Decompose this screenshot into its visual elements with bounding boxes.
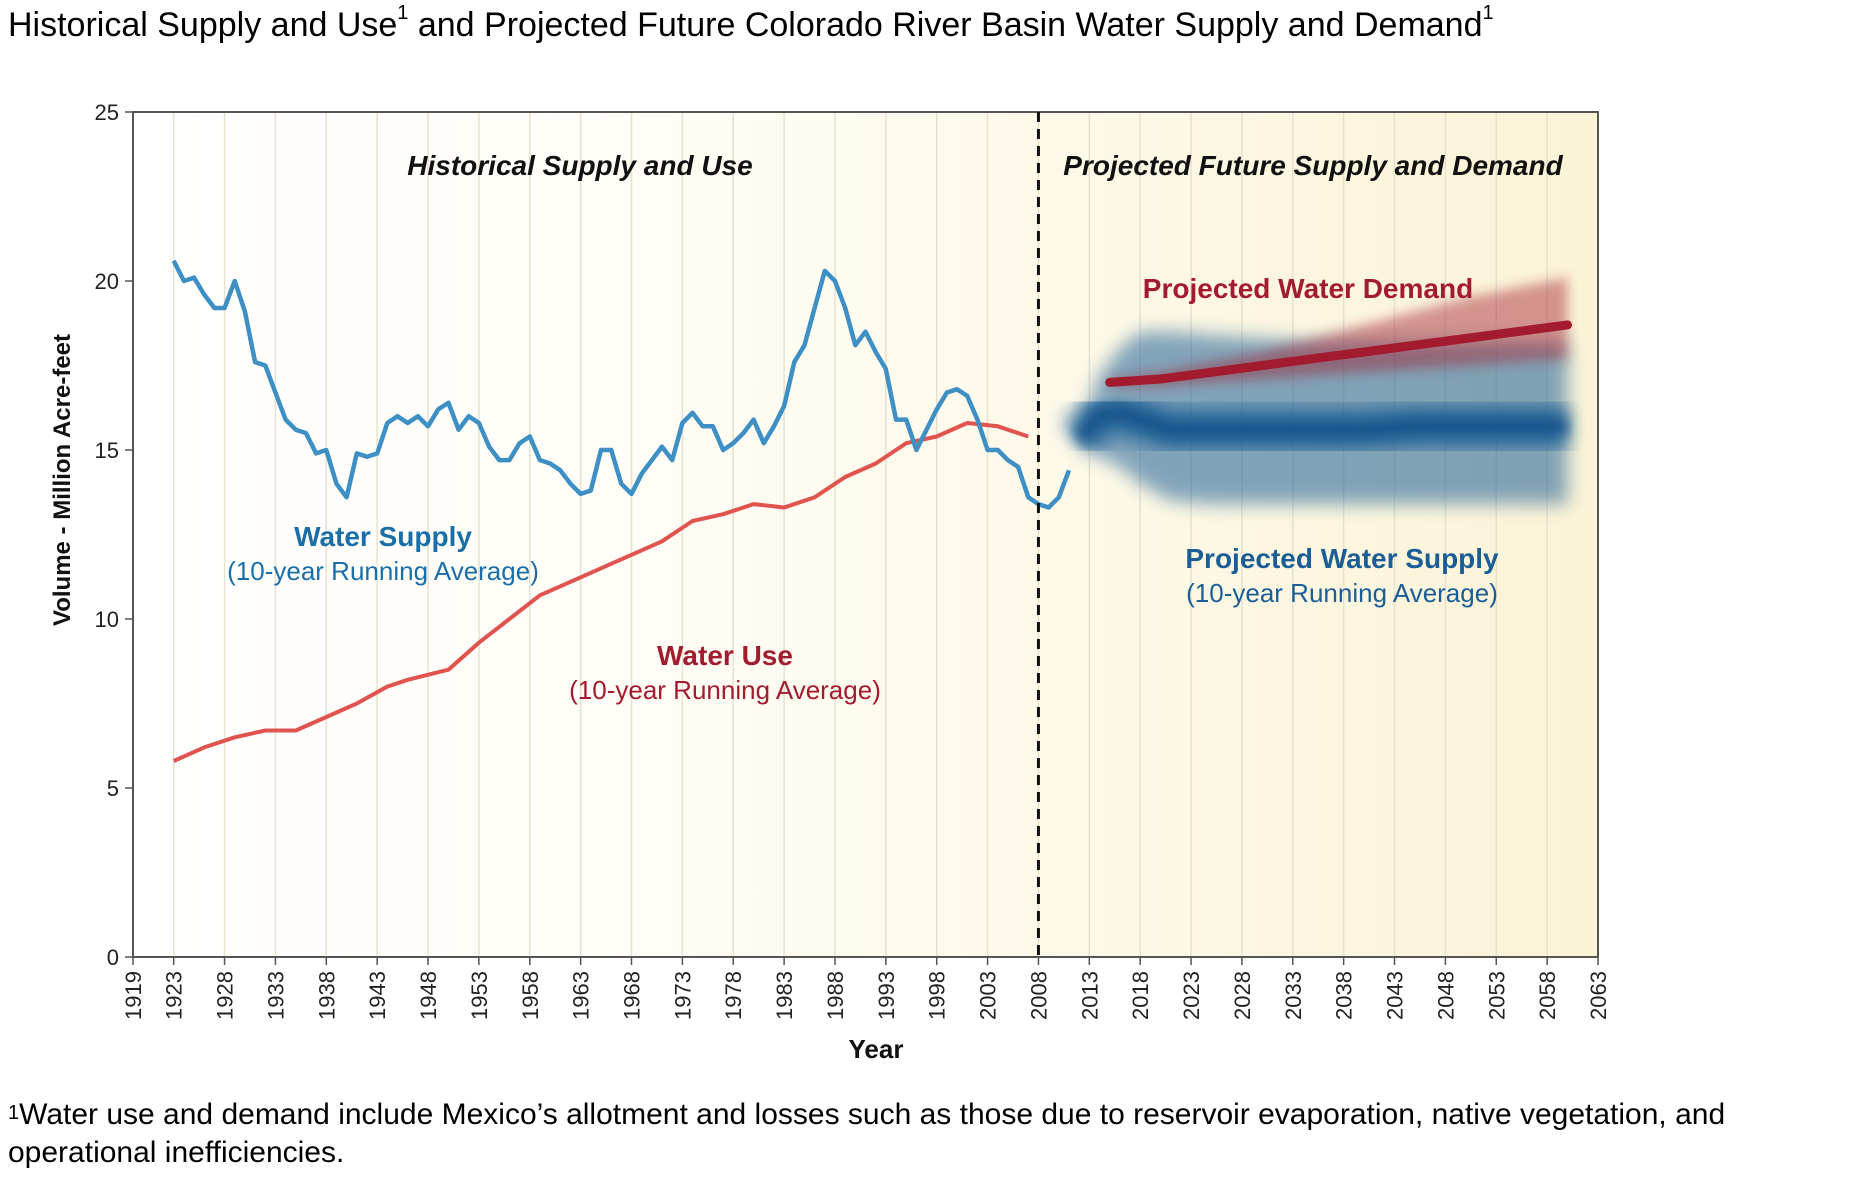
y-tick-label: 5 [107,776,119,801]
x-tick-label: 1943 [365,971,390,1020]
x-axis-ticks: 1919 1923 1928 1933 1938 1943 1948 1953 1958 1963… [121,957,1611,1020]
series-lines [171,259,1072,763]
x-tick-label: 2033 [1281,971,1306,1020]
y-axis-ticks: 0 5 10 15 20 25 [95,100,133,970]
y-tick-label: 0 [107,945,119,970]
chart: 1919 1923 1928 1933 1938 1943 1948 1953 1958 1963… [49,100,1611,1064]
x-tick-label: 2013 [1077,971,1102,1020]
y-tick-label: 15 [95,438,119,463]
x-tick-label: 1923 [162,971,187,1020]
title-footnote-marker-2: 1 [1482,2,1494,24]
footnote-marker: 1 [8,1102,20,1124]
x-tick-label: 1973 [670,971,695,1020]
y-tick-label: 25 [95,100,119,125]
title-footnote-marker: 1 [397,2,409,24]
footnote: 1Water use and demand include Mexico’s a… [8,1096,1868,1172]
footnote-text: Water use and demand include Mexico’s al… [8,1098,1726,1169]
x-tick-label: 1963 [569,971,594,1020]
x-tick-label: 1968 [620,971,645,1020]
projected-demand-range-band [1109,277,1568,386]
x-tick-label: 1978 [721,971,746,1020]
x-tick-label: 2048 [1433,971,1458,1020]
water-use-line [172,421,1029,763]
projection-bands [1061,277,1572,505]
x-tick-label: 1983 [772,971,797,1020]
water-use-label: Water Use [657,640,793,671]
x-tick-label: 2028 [1230,971,1255,1020]
projected-region-label: Projected Future Supply and Demand [1063,150,1563,181]
figure-title-text-continued: and Projected Future Colorado River Basi… [408,6,1483,44]
x-tick-label: 1948 [416,971,441,1020]
x-tick-label: 2003 [976,971,1001,1020]
x-tick-label: 1993 [874,971,899,1020]
y-axis-title: Volume - Million Acre-feet [49,334,76,626]
x-tick-label: 1919 [121,971,146,1020]
figure-title: Historical Supply and Use1 and Projected… [8,2,1494,45]
projected-supply-line [1072,403,1568,446]
projected-supply-label: Projected Water Supply [1185,543,1499,574]
plot-frame [132,111,1599,958]
water-supply-line [171,259,1072,510]
x-tick-label: 2063 [1586,971,1611,1020]
x-tick-label: 2018 [1128,971,1153,1020]
y-tick-label: 10 [95,607,119,632]
x-tick-label: 2058 [1535,971,1560,1020]
x-tick-label: 1933 [263,971,288,1020]
x-tick-label: 1953 [467,971,492,1020]
figure-title-text: Historical Supply and Use [8,6,398,44]
water-supply-label: Water Supply [294,521,472,552]
x-tick-label: 2023 [1179,971,1204,1020]
projected-demand-label: Projected Water Demand [1143,273,1473,304]
x-tick-label: 2008 [1026,971,1051,1020]
projected-demand-line [1105,320,1572,387]
x-tick-label: 2053 [1484,971,1509,1020]
x-tick-label: 2038 [1332,971,1357,1020]
water-use-sublabel: (10-year Running Average) [569,675,881,705]
x-axis-title: Year [849,1034,904,1064]
y-tick-label: 20 [95,269,119,294]
historical-region-label: Historical Supply and Use [407,150,752,181]
x-tick-label: 1938 [314,971,339,1020]
x-tick-label: 1958 [518,971,543,1020]
x-tick-label: 1998 [925,971,950,1020]
gridlines [172,112,1548,957]
x-tick-label: 1988 [823,971,848,1020]
x-tick-label: 1928 [213,971,238,1020]
water-supply-sublabel: (10-year Running Average) [227,556,539,586]
projected-supply-sublabel: (10-year Running Average) [1186,578,1498,608]
x-tick-label: 2043 [1383,971,1408,1020]
